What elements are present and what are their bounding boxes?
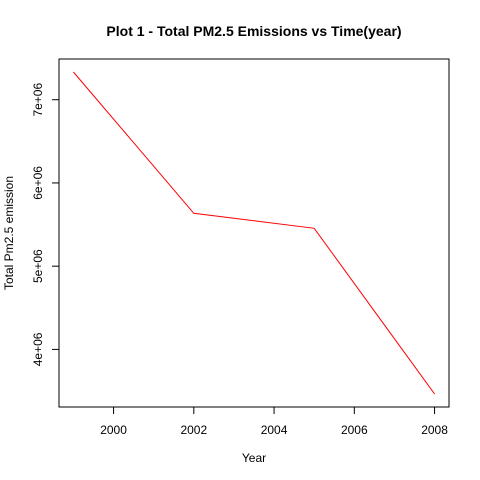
y-tick-label: 5e+06 — [31, 249, 45, 283]
series-line — [73, 71, 436, 395]
y-axis: 4e+06 5e+06 6e+06 7e+06 — [31, 83, 60, 366]
chart-title: Plot 1 - Total PM2.5 Emissions vs Time(y… — [106, 23, 401, 39]
y-tick-label: 4e+06 — [31, 332, 45, 366]
plot-frame — [58, 58, 450, 408]
x-tick-label: 2008 — [421, 423, 448, 437]
x-tick-label: 2000 — [100, 423, 127, 437]
x-tick-label: 2002 — [180, 423, 207, 437]
y-axis-label: Total Pm2.5 emission — [2, 176, 16, 290]
x-tick-label: 2004 — [261, 423, 288, 437]
y-tick-label: 6e+06 — [31, 166, 45, 200]
x-tick-label: 2006 — [341, 423, 368, 437]
x-axis-label: Year — [242, 451, 266, 465]
x-axis: 2000 2002 2004 2006 2008 — [100, 406, 448, 437]
series-layer — [73, 71, 436, 395]
y-tick-label: 7e+06 — [31, 83, 45, 117]
